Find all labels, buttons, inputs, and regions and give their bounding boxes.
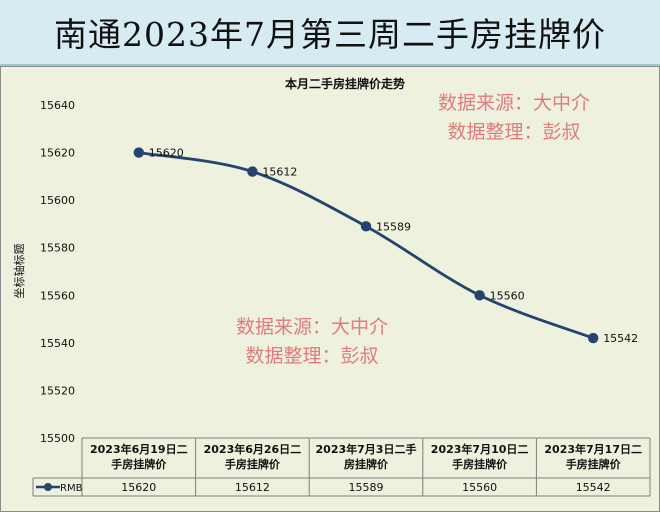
y-tick-label: 15640 [40,99,75,112]
category-label: 2023年6月19日二 [90,442,188,456]
watermark-editor: 数据整理：彭叔 [245,345,379,367]
legend-key-marker [44,483,52,491]
y-tick-label: 15600 [40,194,75,207]
chart-title: 本月二手房挂牌价走势 [285,76,405,91]
data-label: 15620 [149,147,184,160]
y-tick-label: 15520 [40,384,75,397]
data-table: 2023年6月19日二手房挂牌价2023年6月26日二手房挂牌价2023年7月3… [32,437,651,497]
data-label: 15560 [490,289,525,302]
watermark-source: 数据来源：大中介 [437,92,590,114]
watermark-top: 数据来源：大中介 数据整理：彭叔 [404,89,624,147]
data-point [247,166,258,177]
category-label: 手房挂牌价 [452,457,508,471]
category-label: 手房挂牌价 [225,457,281,471]
data-point [133,147,144,158]
category-label: 手房挂牌价 [566,457,622,471]
watermark-source: 数据来源：大中介 [235,316,388,338]
y-axis-ticks: 15500 15520 15540 15560 15580 15600 15620 15640 [40,99,75,445]
table-value: 15620 [121,481,156,494]
category-label: 2023年6月26日二 [204,442,302,456]
watermark-editor: 数据整理：彭叔 [447,121,581,143]
y-tick-label: 15580 [40,242,75,255]
table-value: 15560 [462,481,497,494]
banner-title: 南通2023年7月第三周二手房挂牌价 [54,15,606,54]
data-point [360,221,372,232]
series-line-rmb [138,151,594,340]
y-tick-label: 15560 [40,289,75,302]
category-label: 2023年7月17日二 [544,442,642,456]
category-label: 2023年7月10日二 [431,442,529,456]
category-label: 房挂牌价 [344,457,389,471]
table-value: 15542 [576,481,611,494]
y-tick-label: 15500 [40,432,75,445]
legend-series-name: RMB [60,483,83,494]
table-value: 15589 [349,481,384,494]
category-label: 手房挂牌价 [111,457,167,471]
header-banner: 南通2023年7月第三周二手房挂牌价 [0,0,660,66]
data-label: 15612 [262,166,297,179]
data-point [588,332,599,344]
y-tick-label: 15620 [40,147,75,160]
y-tick-label: 15540 [40,337,75,350]
data-label: 15589 [376,220,411,233]
data-point [474,290,485,301]
data-label: 15542 [603,332,638,345]
y-axis-title: 坐标轴标题 [12,244,26,299]
watermark-middle: 数据来源：大中介 数据整理：彭叔 [202,313,422,371]
series-group: 15620 15612 15589 15560 15542 [133,147,638,345]
category-label: 2023年7月3日二手 [316,442,417,456]
table-value: 15612 [235,481,270,494]
